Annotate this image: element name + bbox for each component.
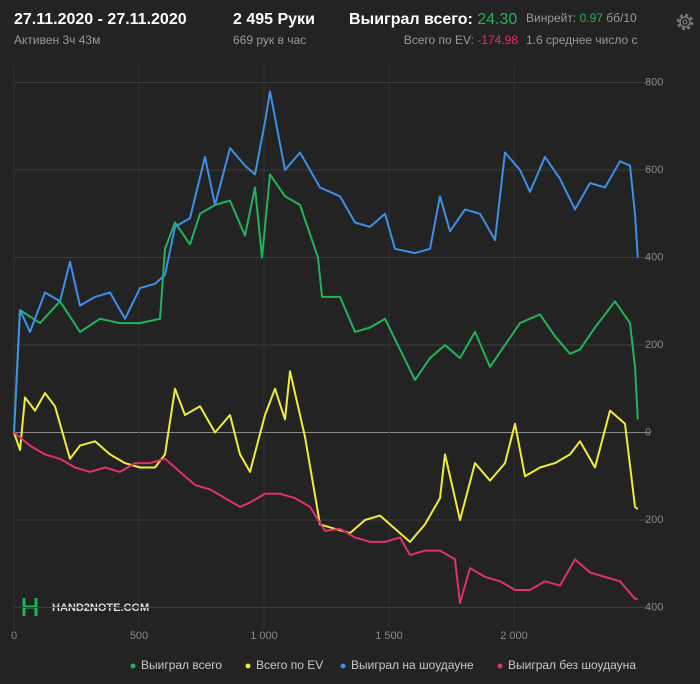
x-tick-label: 0 <box>11 630 17 642</box>
legend-label: Всего по EV <box>256 658 323 672</box>
series-line <box>13 431 638 605</box>
settings-icon[interactable] <box>676 13 694 31</box>
won-total: Выиграл всего: 24.30 <box>349 11 517 28</box>
legend: Выиграл всего Всего по EV Выиграл на шоуда… <box>130 658 636 672</box>
y-tick-label: 400 <box>645 601 663 613</box>
legend-dot <box>130 663 136 669</box>
legend-dot <box>245 663 251 669</box>
header: 27.11.2020 - 27.11.2020 Активен 3ч 43м 2… <box>14 11 638 47</box>
legend-dot <box>340 663 346 669</box>
legend-dot <box>497 663 503 669</box>
legend-label: Выиграл на шоудауне <box>351 658 474 672</box>
y-tick-label: 0 <box>645 426 651 438</box>
hands: 2 495 Руки <box>233 11 315 28</box>
y-tick-label: 200 <box>645 514 663 526</box>
legend-label: Выиграл без шоудауна <box>508 658 636 672</box>
x-tick-label: 500 <box>130 630 148 642</box>
y-tick-label: 400 <box>645 251 663 263</box>
x-tick-label: 1 000 <box>250 630 278 642</box>
grid <box>13 65 650 628</box>
avg-text: 1.6 среднее число с <box>526 33 638 47</box>
active-time: Активен 3ч 43м <box>14 33 100 47</box>
ev-total: Всего по EV: -174.98 <box>404 33 519 47</box>
y-tick-label: 200 <box>645 339 663 351</box>
y-tick-label: 600 <box>645 164 663 176</box>
winrate: Винрейт: 0.97 бб/10 <box>526 11 637 25</box>
legend-label: Выиграл всего <box>141 658 222 672</box>
series-line <box>13 90 639 433</box>
date-range: 27.11.2020 - 27.11.2020 <box>14 11 187 28</box>
series-line <box>13 173 639 433</box>
x-tick-label: 2 000 <box>500 630 528 642</box>
y-tick-label: 800 <box>645 76 663 88</box>
series-line <box>13 370 639 543</box>
x-tick-label: 1 500 <box>375 630 403 642</box>
hands-per-hour: 669 рук в час <box>233 33 306 47</box>
